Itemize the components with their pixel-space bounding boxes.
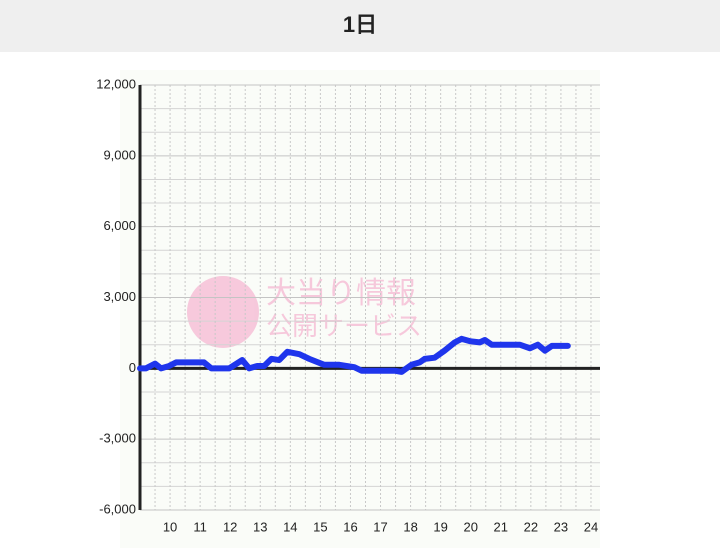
data-line (137, 335, 571, 375)
y-tick-label: 12,000 (96, 76, 136, 91)
y-tick-label: 0 (129, 360, 136, 375)
x-tick-label: 16 (343, 519, 357, 534)
header-bar (0, 0, 720, 52)
y-tick-label: -6,000 (99, 501, 136, 516)
x-tick-label: 23 (554, 519, 568, 534)
watermark-text: 大当り情報 (266, 277, 416, 310)
x-tick-label: 20 (463, 519, 477, 534)
x-tick-label: 14 (283, 519, 297, 534)
x-tick-label: 24 (584, 519, 598, 534)
y-tick-label: 9,000 (103, 147, 136, 162)
x-tick-label: 17 (373, 519, 387, 534)
x-tick-label: 18 (403, 519, 417, 534)
x-tick-label: 11 (193, 519, 207, 534)
x-tick-label: 12 (223, 519, 237, 534)
watermark-text: 公開サービス (266, 311, 422, 341)
watermark-logo (187, 276, 259, 348)
y-tick-label: -3,000 (99, 431, 136, 446)
chart-title: 1日 (343, 12, 377, 37)
x-tick-label: 21 (494, 519, 508, 534)
x-tick-label: 13 (253, 519, 267, 534)
x-tick-label: 19 (433, 519, 447, 534)
x-tick-label: 10 (163, 519, 177, 534)
watermark: 大当り情報 公開サービス (187, 276, 422, 348)
y-tick-label: 6,000 (103, 218, 136, 233)
x-tick-label: 15 (313, 519, 327, 534)
y-tick-label: 3,000 (103, 289, 136, 304)
x-tick-label: 22 (524, 519, 538, 534)
